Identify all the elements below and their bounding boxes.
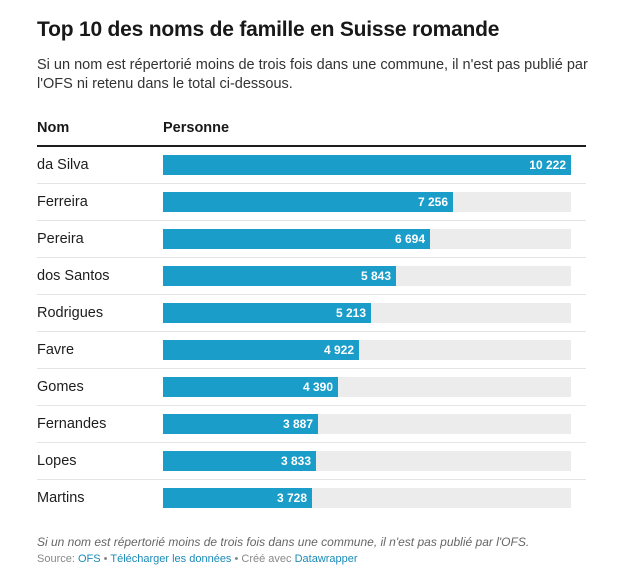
bar-value-label: 5 213 bbox=[335, 306, 366, 320]
footnote: Si un nom est répertorié moins de trois … bbox=[37, 535, 530, 549]
source-label: Source: bbox=[37, 553, 78, 565]
bar: 4 922 bbox=[163, 340, 359, 360]
bar-value-label: 3 887 bbox=[282, 417, 313, 431]
row-label: Pereira bbox=[37, 231, 84, 247]
bar: 5 213 bbox=[163, 303, 371, 323]
bar-track: 5 213 bbox=[163, 303, 571, 323]
chart-subtitle: Si un nom est répertorié moins de trois … bbox=[37, 57, 588, 92]
download-data-link[interactable]: Télécharger les données bbox=[110, 553, 232, 565]
bar-value-label: 5 843 bbox=[360, 269, 391, 283]
table-row: dos Santos 5 843 bbox=[37, 258, 586, 295]
bar-value-label: 10 222 bbox=[529, 158, 566, 172]
bar-track: 7 256 bbox=[163, 192, 571, 212]
table-row: Pereira 6 694 bbox=[37, 221, 586, 258]
row-label: Rodrigues bbox=[37, 305, 104, 321]
bar-track: 3 887 bbox=[163, 414, 571, 434]
bar-track: 5 843 bbox=[163, 266, 571, 286]
bar-track: 4 390 bbox=[163, 377, 571, 397]
bar: 5 843 bbox=[163, 266, 396, 286]
bar: 6 694 bbox=[163, 229, 430, 249]
bar-value-label: 3 833 bbox=[280, 454, 311, 468]
source-link[interactable]: OFS bbox=[77, 553, 101, 565]
bar-rows: da Silva 10 222 Ferreira 7 256 Pereira 6 694 d… bbox=[37, 147, 586, 517]
table-row: Rodrigues 5 213 bbox=[37, 295, 586, 332]
bar-track: 10 222 bbox=[163, 155, 571, 175]
bar-value-label: 7 256 bbox=[417, 195, 448, 209]
bar: 3 887 bbox=[163, 414, 318, 434]
datawrapper-link[interactable]: Datawrapper bbox=[294, 553, 358, 565]
chart-title: Top 10 des noms de famille en Suisse rom… bbox=[37, 18, 500, 41]
table-row: Martins 3 728 bbox=[37, 480, 586, 517]
source-line: Source: OFS • Télécharger les données • … bbox=[37, 553, 358, 565]
bar-track: 4 922 bbox=[163, 340, 571, 360]
table-row: Ferreira 7 256 bbox=[37, 184, 586, 221]
created-with-label: • Créé avec bbox=[231, 553, 295, 565]
bar-value-label: 3 728 bbox=[276, 491, 307, 505]
separator: • bbox=[100, 553, 111, 565]
row-label: da Silva bbox=[37, 157, 89, 173]
column-header-value: Personne bbox=[163, 120, 230, 136]
bar-value-label: 6 694 bbox=[394, 232, 425, 246]
bar-value-label: 4 922 bbox=[323, 343, 354, 357]
bar: 3 833 bbox=[163, 451, 316, 471]
table-row: da Silva 10 222 bbox=[37, 147, 586, 184]
bar-track: 3 833 bbox=[163, 451, 571, 471]
table-row: Fernandes 3 887 bbox=[37, 406, 586, 443]
column-header-name: Nom bbox=[37, 120, 70, 136]
table-row: Favre 4 922 bbox=[37, 332, 586, 369]
row-label: Martins bbox=[37, 490, 85, 506]
row-label: Gomes bbox=[37, 379, 84, 395]
header-divider bbox=[37, 145, 586, 147]
bar: 7 256 bbox=[163, 192, 453, 212]
bar: 3 728 bbox=[163, 488, 312, 508]
bar: 4 390 bbox=[163, 377, 338, 397]
row-label: dos Santos bbox=[37, 268, 110, 284]
bar: 10 222 bbox=[163, 155, 571, 175]
bar-track: 6 694 bbox=[163, 229, 571, 249]
bar-value-label: 4 390 bbox=[302, 380, 333, 394]
row-label: Ferreira bbox=[37, 194, 88, 210]
table-row: Lopes 3 833 bbox=[37, 443, 586, 480]
row-label: Fernandes bbox=[37, 416, 107, 432]
row-label: Lopes bbox=[37, 453, 77, 469]
table-row: Gomes 4 390 bbox=[37, 369, 586, 406]
bar-track: 3 728 bbox=[163, 488, 571, 508]
row-label: Favre bbox=[37, 342, 75, 358]
